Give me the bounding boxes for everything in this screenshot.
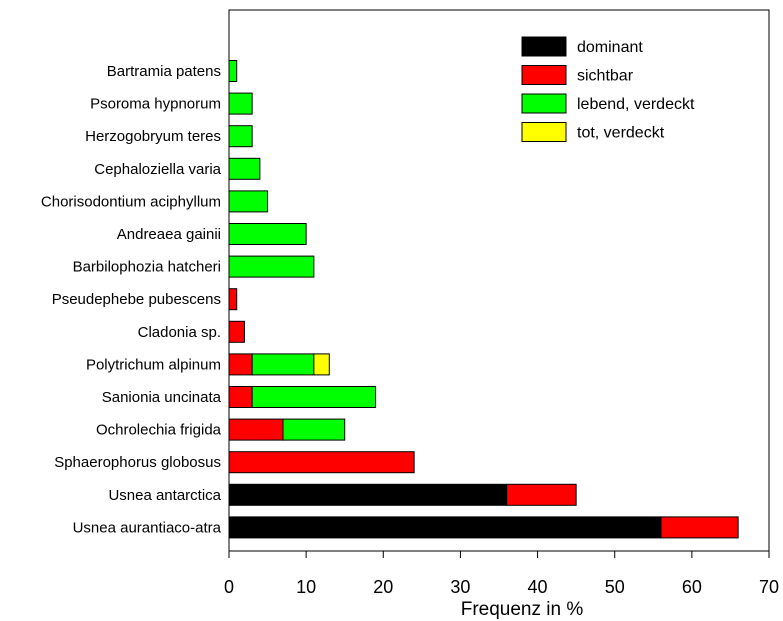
- x-axis-ticks: 0 10 20 30 40 50 60 70: [224, 551, 779, 597]
- legend-swatch: [521, 65, 567, 85]
- bar-segment: [660, 516, 739, 539]
- category-label: Cephaloziella varia: [94, 161, 221, 178]
- x-tick-label: 0: [224, 577, 234, 597]
- category-label: Usnea antarctica: [108, 487, 221, 504]
- x-tick-label: 50: [605, 577, 625, 597]
- bar-segment: [251, 386, 377, 408]
- category-label: Usnea aurantiaco-atra: [73, 519, 222, 536]
- category-label: Sanionia uncinata: [102, 389, 222, 406]
- bar-segment: [228, 190, 269, 213]
- bar-segment: [251, 353, 315, 376]
- category-label: Herzogobryum teres: [85, 128, 221, 145]
- legend-label: lebend, verdeckt: [577, 96, 695, 113]
- plot-frame: [228, 9, 770, 552]
- bar-segment: [228, 92, 253, 115]
- legend-swatch: [521, 122, 567, 142]
- category-label: Chorisodontium aciphyllum: [41, 193, 221, 210]
- bar-segment: [506, 483, 577, 506]
- bars-layer: [228, 60, 739, 539]
- bar-segment: [228, 353, 253, 376]
- bar-segment: [228, 60, 238, 82]
- bar-segment: [228, 516, 662, 539]
- category-label: Sphaerophorus globosus: [54, 454, 221, 471]
- bar-segment: [228, 386, 253, 408]
- category-label: Cladonia sp.: [138, 324, 221, 341]
- category-label: Pseudephebe pubescens: [52, 291, 221, 308]
- legend: dominant sichtbar lebend, verdeckt tot, ver…: [521, 36, 695, 142]
- bar-segment: [313, 353, 330, 376]
- legend-label: sichtbar: [577, 68, 634, 85]
- category-label: Bartramia patens: [107, 63, 221, 80]
- x-tick-label: 70: [759, 577, 779, 597]
- bar-segment: [228, 320, 245, 343]
- category-label: Ochrolechia frigida: [96, 422, 222, 439]
- legend-swatch: [521, 36, 567, 57]
- x-tick-label: 40: [528, 577, 548, 597]
- bar-segment: [228, 418, 284, 441]
- bar-segment: [228, 157, 261, 180]
- x-tick-label: 10: [296, 577, 316, 597]
- x-axis-title: Frequenz in %: [461, 599, 584, 620]
- bar-segment: [228, 483, 508, 506]
- category-label: Andreaea gainii: [117, 226, 221, 243]
- category-label: Barbilophozia hatcheri: [73, 259, 221, 276]
- bar-segment: [228, 255, 315, 278]
- x-tick-label: 60: [682, 577, 702, 597]
- legend-label: tot, verdeckt: [577, 125, 665, 142]
- category-label: Polytrichum alpinum: [86, 356, 221, 373]
- bar-segment: [228, 451, 415, 474]
- bar-segment: [228, 125, 253, 148]
- category-label: Psoroma hypnorum: [90, 96, 221, 113]
- legend-swatch: [521, 93, 567, 114]
- y-axis-labels: Bartramia patens Psoroma hypnorum Herzogob…: [41, 63, 222, 536]
- legend-label: dominant: [577, 39, 643, 56]
- bar-segment: [228, 223, 307, 245]
- x-tick-label: 20: [373, 577, 393, 597]
- bar-segment: [282, 418, 346, 441]
- x-tick-label: 30: [450, 577, 470, 597]
- bar-segment: [228, 288, 238, 311]
